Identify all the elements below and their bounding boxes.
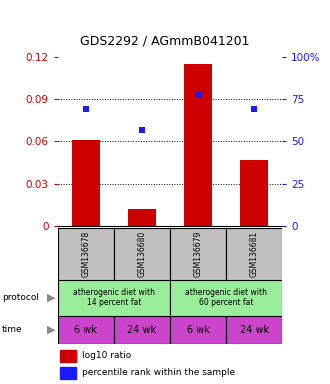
Text: 24 wk: 24 wk bbox=[127, 325, 156, 335]
Bar bbox=[58, 280, 170, 316]
Text: protocol: protocol bbox=[2, 293, 39, 302]
Text: ▶: ▶ bbox=[47, 325, 55, 335]
Bar bbox=[114, 228, 170, 280]
Text: 6 wk: 6 wk bbox=[186, 325, 210, 335]
Text: GSM136681: GSM136681 bbox=[249, 230, 259, 277]
Bar bbox=[58, 316, 114, 344]
Text: GSM136679: GSM136679 bbox=[193, 230, 203, 277]
Text: atherogenic diet with
14 percent fat: atherogenic diet with 14 percent fat bbox=[73, 288, 155, 308]
Text: ▶: ▶ bbox=[47, 293, 55, 303]
Bar bbox=[72, 140, 100, 226]
Bar bbox=[114, 316, 170, 344]
Bar bbox=[60, 367, 76, 379]
Bar bbox=[60, 350, 76, 362]
Text: 6 wk: 6 wk bbox=[74, 325, 97, 335]
Bar bbox=[240, 160, 268, 226]
Bar bbox=[170, 316, 226, 344]
Text: GSM136680: GSM136680 bbox=[137, 230, 147, 277]
Text: GSM136678: GSM136678 bbox=[81, 230, 90, 277]
Bar bbox=[170, 280, 282, 316]
Bar bbox=[184, 64, 212, 226]
Bar bbox=[128, 209, 156, 226]
Bar bbox=[58, 228, 114, 280]
Text: log10 ratio: log10 ratio bbox=[82, 351, 132, 360]
Bar bbox=[226, 228, 282, 280]
Text: time: time bbox=[2, 325, 22, 334]
Bar bbox=[226, 316, 282, 344]
Text: atherogenic diet with
60 percent fat: atherogenic diet with 60 percent fat bbox=[185, 288, 267, 308]
Text: GDS2292 / AGmmB041201: GDS2292 / AGmmB041201 bbox=[80, 34, 250, 47]
Text: 24 wk: 24 wk bbox=[240, 325, 269, 335]
Text: percentile rank within the sample: percentile rank within the sample bbox=[82, 369, 236, 377]
Bar bbox=[170, 228, 226, 280]
